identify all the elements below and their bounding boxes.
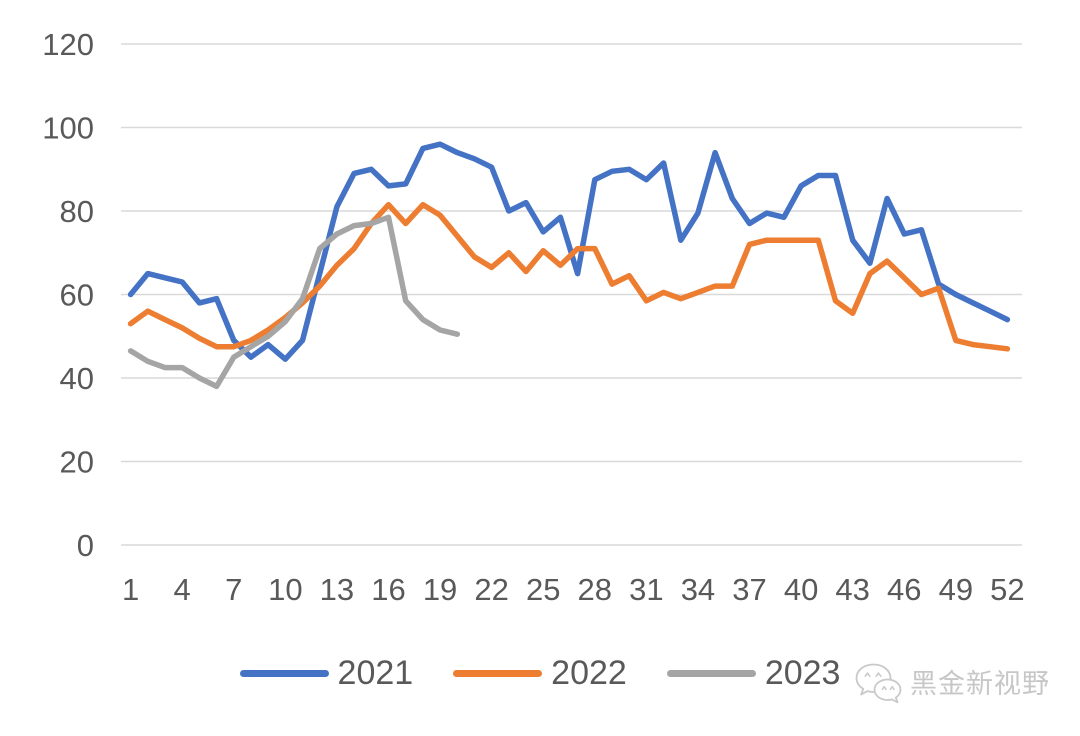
y-axis-label-40: 40 (60, 361, 94, 396)
series-line-2022 (127, 201, 1011, 352)
legend-item-2023: 2023 (666, 654, 841, 692)
legend-label-2022: 2022 (551, 654, 627, 692)
x-axis-label-52: 52 (990, 572, 1024, 607)
legend-item-2021: 2021 (239, 654, 414, 692)
x-axis-label-37: 37 (732, 572, 766, 607)
wechat-icon (855, 663, 902, 704)
x-axis-label-25: 25 (526, 572, 560, 607)
x-axis-label-34: 34 (681, 572, 715, 607)
chart-svg: 0 20 40 60 80 100 120 1 4 7 10 13 16 19 22 25 28 31 34 37 40… (42, 27, 1024, 607)
legend-swatch-2021 (239, 669, 329, 677)
y-axis-label-120: 120 (42, 27, 94, 62)
x-axis-label-19: 19 (423, 572, 457, 607)
x-axis-label-43: 43 (835, 572, 869, 607)
x-axis-label-49: 49 (939, 572, 973, 607)
x-axis-label-40: 40 (784, 572, 818, 607)
legend-label-2021: 2021 (337, 654, 414, 692)
y-axis-label-100: 100 (42, 111, 94, 146)
y-axis-label-0: 0 (77, 528, 94, 563)
x-axis-label-7: 7 (225, 572, 242, 607)
x-axis-label-13: 13 (320, 572, 354, 607)
x-axis-label-1: 1 (122, 572, 139, 607)
legend-label-2023: 2023 (764, 654, 841, 692)
legend-swatch-2022 (453, 669, 543, 677)
x-axis-label-10: 10 (268, 572, 302, 607)
x-axis-label-46: 46 (887, 572, 921, 607)
x-axis-label-22: 22 (474, 572, 508, 607)
chart-legend: 2021 2022 2023 (0, 656, 1080, 690)
watermark-text: 黑金新视野 (910, 668, 1050, 699)
x-axis-label-16: 16 (371, 572, 405, 607)
series-line-2021 (127, 141, 1011, 362)
y-axis-label-80: 80 (60, 194, 94, 229)
x-axis-label-31: 31 (629, 572, 663, 607)
legend-item-2022: 2022 (453, 656, 627, 690)
y-axis-label-20: 20 (60, 445, 94, 480)
y-axis-label-60: 60 (60, 278, 94, 313)
watermark: 黑金新视野 (853, 662, 1050, 706)
x-axis-label-28: 28 (578, 572, 612, 607)
x-axis-label-4: 4 (174, 572, 191, 607)
legend-swatch-2023 (666, 669, 756, 677)
series-line-2023 (127, 214, 461, 390)
